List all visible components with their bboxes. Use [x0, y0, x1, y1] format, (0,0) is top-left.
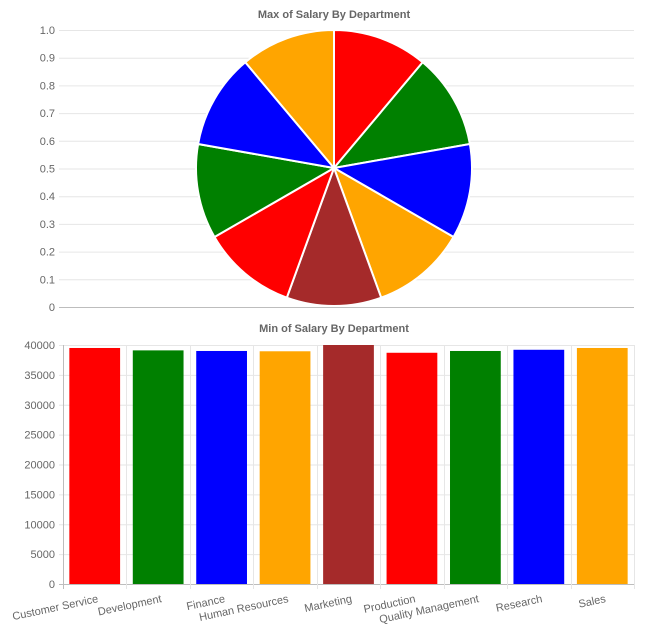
pie-slice-marketing[interactable]: [285, 165, 383, 307]
bar-y-tick-label: 25000: [24, 430, 55, 442]
bar-finance[interactable]: [196, 350, 247, 584]
pie-slices: [195, 28, 473, 307]
bar-y-tick-label: 40000: [24, 340, 55, 352]
bar-chart-title: Min of Salary By Department: [259, 323, 409, 335]
bar-y-tick-label: 10000: [24, 519, 55, 531]
pie-slice-development[interactable]: [331, 60, 472, 170]
pie-y-tick-label: 0.5: [40, 164, 55, 176]
bar-x-tick-label: Marketing: [303, 593, 353, 615]
pie-y-tick-label: 1.0: [40, 25, 55, 37]
bar-x-tick-label: Research: [495, 593, 544, 615]
pie-y-tick-label: 0.7: [40, 108, 55, 120]
pie-slice-finance[interactable]: [331, 142, 473, 239]
bar-sales[interactable]: [576, 347, 628, 584]
pie-chart: Max of Salary By Department 0 0.1 0.2 0.3 0.…: [40, 9, 634, 314]
bar-research[interactable]: [513, 349, 565, 584]
pie-y-tick-label: 0.9: [40, 53, 55, 65]
pie-y-tick-label: 0.2: [40, 247, 55, 259]
bar-y-tick-label: 0: [49, 579, 55, 591]
bar-y-tick-label: 30000: [24, 400, 55, 412]
bar-chart: Min of Salary By Department 0 5000 10000 15…: [11, 323, 635, 626]
pie-slice-quality-management[interactable]: [195, 142, 337, 239]
bar-quality-management[interactable]: [450, 350, 501, 584]
pie-y-tick-label: 0.1: [40, 274, 55, 286]
bar-y-tick-label: 35000: [24, 370, 55, 382]
bar-y-tick-label: 5000: [31, 549, 55, 561]
bar-marketing[interactable]: [323, 345, 374, 584]
bar-bars: [69, 345, 628, 584]
bar-x-tick-label: Customer Service: [11, 593, 99, 623]
bar-development[interactable]: [132, 350, 184, 584]
pie-slice-production[interactable]: [213, 165, 336, 299]
bar-customer-service[interactable]: [69, 347, 121, 584]
pie-y-tick-label: 0.4: [40, 191, 55, 203]
bar-x-tick-label: Sales: [577, 593, 607, 611]
bar-production[interactable]: [386, 352, 438, 584]
pie-slice-customer-service[interactable]: [333, 28, 425, 171]
pie-chart-title: Max of Salary By Department: [258, 9, 411, 21]
pie-slice-sales[interactable]: [243, 28, 335, 171]
pie-y-tick-label: 0.3: [40, 219, 55, 231]
bar-x-tick-label: Development: [97, 593, 163, 618]
bar-y-axis: 0 5000 10000 15000 20000 25000 30000 35000 40000: [24, 340, 55, 591]
pie-y-axis: 0 0.1 0.2 0.3 0.4 0.5 0.6 0.7 0.8 0.9 1.0: [40, 25, 55, 314]
pie-y-tick-label: 0.6: [40, 136, 55, 148]
pie-y-tick-label: 0: [49, 302, 55, 314]
pie-y-tick-label: 0.8: [40, 80, 55, 92]
pie-slice-human-resources[interactable]: [332, 165, 455, 299]
bar-y-tick-label: 15000: [24, 489, 55, 501]
bar-human-resources[interactable]: [259, 351, 311, 584]
bar-y-tick-label: 20000: [24, 460, 55, 472]
pie-slice-research[interactable]: [196, 60, 337, 170]
